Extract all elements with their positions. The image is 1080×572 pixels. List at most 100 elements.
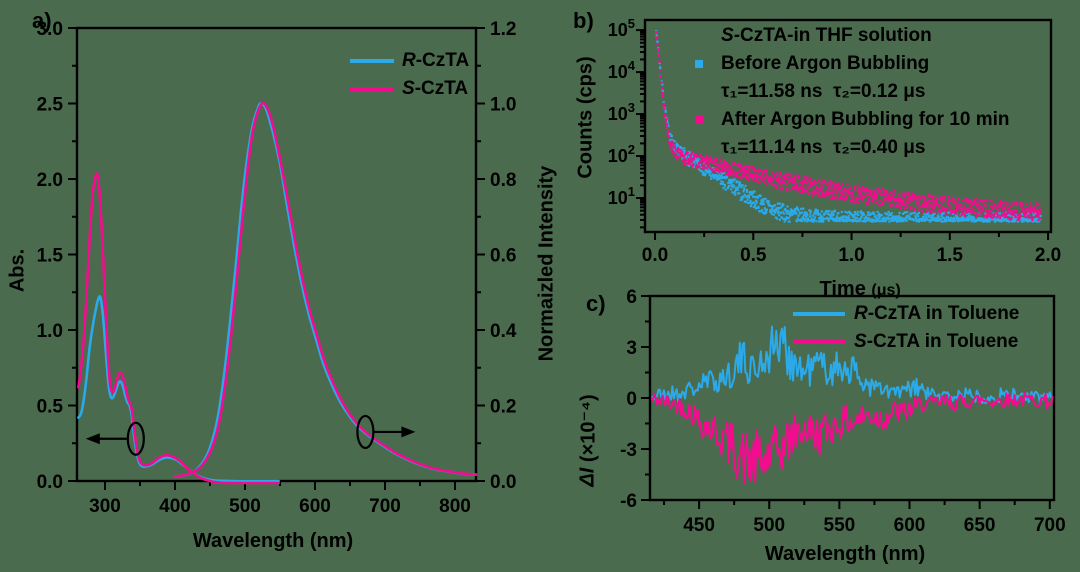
annotation-text: -CzTA-in THF solution <box>733 25 932 46</box>
svg-text:1.0: 1.0 <box>490 95 516 116</box>
panel-c-plot: 450 500 550 600 650 700 -6 -3 0 3 6 <box>620 287 1066 536</box>
panel-b-text-line: Before Argon Bubbling <box>688 50 1010 78</box>
svg-text:2.0: 2.0 <box>1035 245 1061 266</box>
panel-b-text-line: τ₁=11.58 ns τ₂=0.12 μs <box>688 78 1010 106</box>
svg-text:0.2: 0.2 <box>490 397 516 418</box>
y-axis-label-counts: Counts (cps) <box>575 43 598 193</box>
panel-b-text-line: After Argon Bubbling for 10 min <box>688 106 1010 134</box>
pink-square-icon <box>695 116 703 124</box>
svg-text:0.0: 0.0 <box>642 245 668 266</box>
blue-square-icon <box>695 60 703 68</box>
series-s-czta-emission <box>173 101 478 478</box>
series-pink-toluene <box>650 392 1054 485</box>
annotation-text: τ₁=11.14 ns τ₂=0.40 μs <box>721 137 926 158</box>
x-axis-label-wavelength-a: Wavelength (nm) <box>192 530 354 552</box>
svg-text:1.0: 1.0 <box>838 245 864 266</box>
annotation-text: After Argon Bubbling for 10 min <box>721 109 1010 130</box>
svg-text:0.4: 0.4 <box>490 321 517 342</box>
delta-i-symbol: ΔI <box>576 467 599 487</box>
row-spacer <box>688 22 721 50</box>
after-argon-marker <box>688 106 721 134</box>
svg-text:2.5: 2.5 <box>37 95 64 116</box>
arrow-right-icon <box>401 426 416 438</box>
panel-c-label: c) <box>586 291 606 316</box>
svg-text:1.5: 1.5 <box>37 246 64 267</box>
x-axis-label-wavelength-c: Wavelength (nm) <box>764 543 926 565</box>
svg-text:1.0: 1.0 <box>37 321 63 342</box>
legend-s-toluene-prefix: S <box>854 331 867 352</box>
svg-text:400: 400 <box>159 496 191 517</box>
svg-text:800: 800 <box>439 496 471 517</box>
svg-text:105: 105 <box>608 16 635 40</box>
legend-r-label: -CzTA <box>415 50 470 71</box>
svg-text:700: 700 <box>1034 515 1066 536</box>
svg-text:2.0: 2.0 <box>37 170 63 191</box>
svg-text:300: 300 <box>89 496 121 517</box>
svg-text:0.5: 0.5 <box>740 245 767 266</box>
svg-text:6: 6 <box>626 287 637 308</box>
series-s-czta-absorption <box>77 172 280 485</box>
panel-b-annotations: S -CzTA-in THF solution Before Argon Bubbl… <box>688 22 1010 162</box>
legend-s-label: -CzTA <box>414 78 469 99</box>
normalized-intensity-label-text: Normaizled Intensity <box>535 165 558 362</box>
svg-text:3.0: 3.0 <box>37 19 63 40</box>
svg-text:0.6: 0.6 <box>490 246 516 267</box>
time-label-text: Time <box>819 278 872 300</box>
y-axis-label-normalized-intensity: Normaizled Intensity <box>536 149 559 379</box>
s-czta-line-swatch <box>350 87 394 91</box>
svg-text:-3: -3 <box>620 440 637 461</box>
svg-text:600: 600 <box>894 515 926 536</box>
panel-b-text-line: τ₁=11.14 ns τ₂=0.40 μs <box>688 134 1010 162</box>
svg-text:550: 550 <box>824 515 856 536</box>
svg-text:104: 104 <box>608 58 636 82</box>
s-czta-toluene-line-swatch <box>793 340 845 344</box>
svg-text:-6: -6 <box>620 491 637 512</box>
r-czta-line-swatch <box>350 59 394 63</box>
svg-text:3: 3 <box>626 338 637 359</box>
counts-label-text: Counts (cps) <box>574 56 597 179</box>
svg-text:700: 700 <box>369 496 401 517</box>
before-argon-marker <box>688 50 721 78</box>
svg-text:101: 101 <box>608 184 635 208</box>
panel-b-label: b) <box>573 8 594 33</box>
svg-text:1.2: 1.2 <box>490 19 516 40</box>
panel-b-plot: 0.0 0.5 1.0 1.5 2.0 101 102 103 104 105 <box>608 16 1062 266</box>
time-label-unit: (μs) <box>871 282 901 299</box>
italic-prefix: S <box>721 25 734 46</box>
svg-text:600: 600 <box>299 496 331 517</box>
annotation-text: τ₁=11.58 ns τ₂=0.12 μs <box>721 81 926 102</box>
panel-a-label: a) <box>32 8 52 33</box>
svg-text:0.5: 0.5 <box>37 397 64 418</box>
svg-text:1.5: 1.5 <box>937 245 964 266</box>
legend-r-toluene-prefix: R <box>854 303 868 324</box>
svg-text:0.8: 0.8 <box>490 170 516 191</box>
series-r-czta-absorption <box>77 295 280 483</box>
legend-s-toluene-label: -CzTA in Toluene <box>866 331 1019 352</box>
abs-label-text: Abs. <box>6 248 29 293</box>
svg-text:500: 500 <box>229 496 261 517</box>
ellipse-annotation <box>126 421 145 456</box>
svg-text:0: 0 <box>626 389 637 410</box>
arrow-left-icon <box>85 433 100 445</box>
series-blue-toluene <box>651 325 1053 405</box>
panel-b-text-line: S -CzTA-in THF solution <box>688 22 1010 50</box>
legend-r-prefix: R <box>402 50 416 71</box>
svg-text:103: 103 <box>608 100 635 124</box>
svg-text:650: 650 <box>964 515 996 536</box>
x-axis-label-time: Time (μs) <box>797 255 901 324</box>
annotation-text: Before Argon Bubbling <box>721 53 930 74</box>
svg-text:102: 102 <box>608 142 635 166</box>
row-spacer <box>688 78 721 106</box>
scatter-pink-decay <box>655 31 1042 222</box>
r-czta-toluene-line-swatch <box>793 312 845 316</box>
y-axis-label-abs: Abs. <box>7 231 30 311</box>
y-axis-label-delta-i: ΔI (×10⁻⁴) <box>576 376 601 506</box>
panel-a-legend: R -CzTA S -CzTA <box>350 47 469 103</box>
row-spacer <box>688 134 721 162</box>
svg-text:450: 450 <box>683 515 715 536</box>
ellipse-annotation <box>356 414 375 450</box>
delta-i-units: (×10⁻⁴) <box>577 394 600 468</box>
svg-text:500: 500 <box>753 515 785 536</box>
